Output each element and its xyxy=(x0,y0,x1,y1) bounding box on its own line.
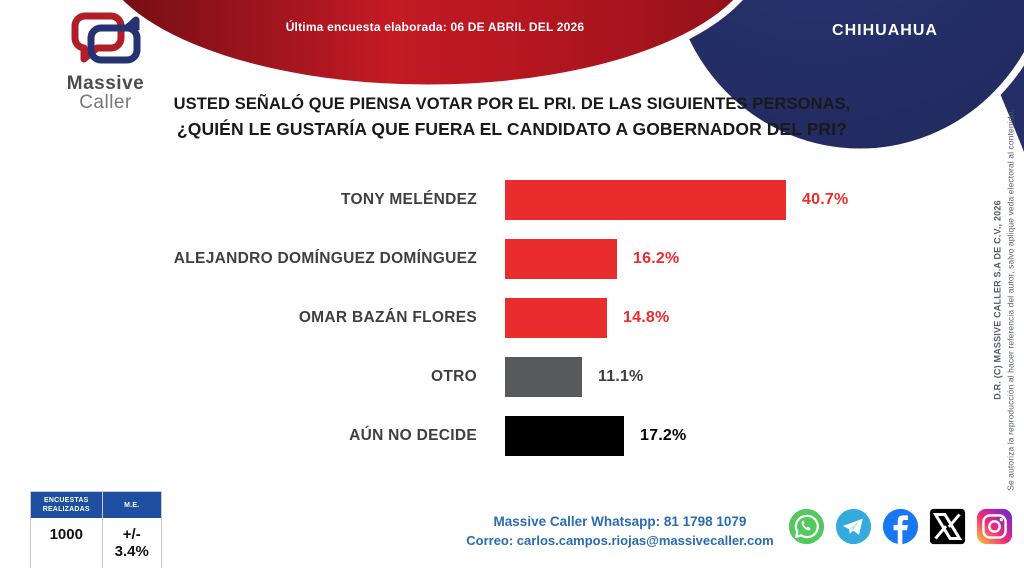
bar-chart: TONY MELÉNDEZ 40.7% ALEJANDRO DOMÍNGUEZ … xyxy=(0,180,980,456)
margin-error-value-cell: +/- 3.4% xyxy=(114,526,149,561)
candidate-label: AÚN NO DECIDE xyxy=(349,427,477,444)
poll-question: USTED SEÑALÓ QUE PIENSA VOTAR POR EL PRI… xyxy=(142,93,882,142)
whatsapp-contact: Massive Caller Whatsapp: 81 1798 1079 xyxy=(493,514,747,529)
question-line-2: ¿QUIÉN LE GUSTARÍA QUE FUERA EL CANDIDAT… xyxy=(176,118,848,139)
x-icon[interactable] xyxy=(929,508,966,545)
candidate-label: TONY MELÉNDEZ xyxy=(341,191,477,208)
instagram-icon[interactable] xyxy=(976,508,1013,545)
bar-value-label: 11.1% xyxy=(598,368,644,385)
last-poll-date: Última encuesta elaborada: 06 DE ABRIL D… xyxy=(285,20,585,34)
bar-value-label: 40.7% xyxy=(802,191,849,208)
candidate-label: ALEJANDRO DOMÍNGUEZ DOMÍNGUEZ xyxy=(173,250,477,267)
margin-error-header-cell: M.E. xyxy=(124,501,140,509)
social-icons xyxy=(788,508,1013,545)
candidate-label: OMAR BAZÁN FLORES xyxy=(298,309,477,326)
surveys-value-cell: 1000 xyxy=(31,518,103,568)
bar xyxy=(505,357,582,397)
bar-row: TONY MELÉNDEZ 40.7% xyxy=(0,180,980,220)
bar-value-label: 14.8% xyxy=(623,309,670,326)
bar-row: AÚN NO DECIDE 17.2% xyxy=(0,416,980,456)
whatsapp-icon[interactable] xyxy=(788,508,825,545)
red-banner xyxy=(113,0,743,92)
bar xyxy=(505,298,607,338)
navy-blob xyxy=(668,0,1024,156)
stats-table-body: 1000 +/- 3.4% xyxy=(31,518,161,568)
header-banner-shapes xyxy=(113,0,1024,156)
bar-row: OMAR BAZÁN FLORES 14.8% xyxy=(0,298,980,338)
stats-table: ENCUESTAS REALIZADAS M.E. 1000 +/- 3.4% xyxy=(30,491,162,568)
chat-bubbles-icon xyxy=(70,12,140,64)
region-label: CHIHUAHUA xyxy=(832,22,938,39)
surveys-header-cell: ENCUESTAS REALIZADAS xyxy=(31,492,103,519)
bar-value-label: 17.2% xyxy=(640,427,687,444)
logo-word-massive: Massive xyxy=(66,73,145,94)
bar xyxy=(505,416,624,456)
telegram-icon[interactable] xyxy=(835,508,872,545)
bar xyxy=(505,239,617,279)
facebook-icon[interactable] xyxy=(882,508,919,545)
candidate-label: OTRO xyxy=(431,368,477,385)
copyright-line-2: Se autoriza la reproducción al hacer ref… xyxy=(1004,109,1015,491)
copyright-line-1: D.R. (C) MASSIVE CALLER S.A DE C.V., 202… xyxy=(992,200,1003,400)
stats-table-header: ENCUESTAS REALIZADAS M.E. xyxy=(31,492,161,519)
bar-row: ALEJANDRO DOMÍNGUEZ DOMÍNGUEZ 16.2% xyxy=(0,239,980,279)
email-contact: Correo: carlos.campos.riojas@massivecall… xyxy=(466,532,774,548)
question-line-1: USTED SEÑALÓ QUE PIENSA VOTAR POR EL PRI… xyxy=(173,95,851,113)
bar-value-label: 16.2% xyxy=(633,250,680,267)
massive-caller-logo: Massive Caller xyxy=(38,8,173,112)
contact-info: Massive Caller Whatsapp: 81 1798 1079 Co… xyxy=(445,512,795,550)
bar xyxy=(505,180,786,220)
logo-word-caller: Caller xyxy=(79,92,132,113)
bar-row: OTRO 11.1% xyxy=(0,357,980,397)
copyright-notice: D.R. (C) MASSIVE CALLER S.A DE C.V., 202… xyxy=(991,90,1016,510)
